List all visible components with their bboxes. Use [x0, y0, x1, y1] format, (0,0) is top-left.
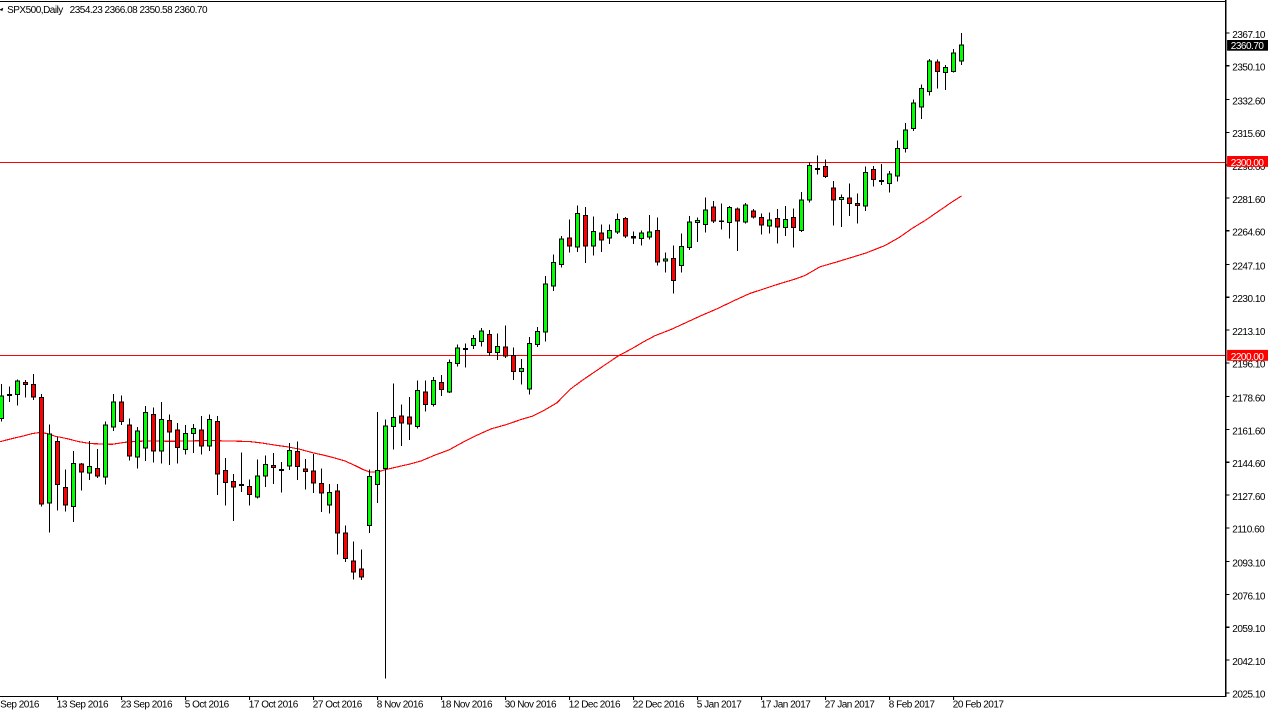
svg-text:12 Dec 2016: 12 Dec 2016	[569, 700, 621, 711]
svg-text:2300.00: 2300.00	[1231, 158, 1265, 169]
svg-text:2213.10: 2213.10	[1232, 327, 1266, 338]
svg-text:23 Sep 2016: 23 Sep 2016	[121, 700, 173, 711]
svg-text:2127.60: 2127.60	[1232, 492, 1266, 503]
svg-text:2360.70: 2360.70	[1231, 41, 1265, 52]
svg-text:18 Nov 2016: 18 Nov 2016	[441, 700, 493, 711]
svg-text:2230.10: 2230.10	[1232, 294, 1266, 305]
svg-text:27 Jan 2017: 27 Jan 2017	[825, 700, 875, 711]
svg-text:20 Feb 2017: 20 Feb 2017	[953, 700, 1005, 711]
svg-text:2025.10: 2025.10	[1232, 690, 1266, 701]
svg-text:2059.10: 2059.10	[1232, 624, 1266, 635]
svg-text:22 Dec 2016: 22 Dec 2016	[633, 700, 685, 711]
svg-text:2281.60: 2281.60	[1232, 195, 1266, 206]
svg-text:2367.10: 2367.10	[1232, 30, 1266, 41]
svg-text:SPX500,Daily 2354.23 2366.08: SPX500,Daily 2354.23 2366.08 2350.58 236…	[7, 5, 208, 16]
svg-text:8 Feb 2017: 8 Feb 2017	[889, 700, 936, 711]
svg-text:17 Jan 2017: 17 Jan 2017	[761, 700, 811, 711]
svg-text:13 Sep 2016: 13 Sep 2016	[57, 700, 109, 711]
svg-text:17 Oct 2016: 17 Oct 2016	[249, 700, 299, 711]
svg-text:2161.60: 2161.60	[1232, 426, 1266, 437]
svg-text:27 Oct 2016: 27 Oct 2016	[313, 700, 363, 711]
svg-text:2196.10: 2196.10	[1232, 360, 1266, 371]
svg-text:8 Nov 2016: 8 Nov 2016	[377, 700, 424, 711]
svg-text:2315.60: 2315.60	[1232, 129, 1266, 140]
svg-text:5 Oct 2016: 5 Oct 2016	[185, 700, 230, 711]
svg-text:2350.10: 2350.10	[1232, 63, 1266, 74]
svg-text:2042.10: 2042.10	[1232, 657, 1266, 668]
svg-text:2144.60: 2144.60	[1232, 459, 1266, 470]
svg-text:2200.00: 2200.00	[1231, 352, 1265, 363]
svg-text:1 Sep 2016: 1 Sep 2016	[0, 700, 40, 711]
svg-text:30 Nov 2016: 30 Nov 2016	[505, 700, 557, 711]
svg-text:2264.60: 2264.60	[1232, 228, 1266, 239]
svg-text:2093.10: 2093.10	[1232, 559, 1266, 570]
svg-text:2076.10: 2076.10	[1232, 591, 1266, 602]
svg-text:5 Jan 2017: 5 Jan 2017	[697, 700, 742, 711]
svg-text:2178.60: 2178.60	[1232, 394, 1266, 405]
svg-text:2298.60: 2298.60	[1232, 162, 1266, 173]
svg-text:2247.10: 2247.10	[1232, 261, 1266, 272]
svg-text:2332.60: 2332.60	[1232, 96, 1266, 107]
svg-text:2110.60: 2110.60	[1232, 525, 1265, 536]
